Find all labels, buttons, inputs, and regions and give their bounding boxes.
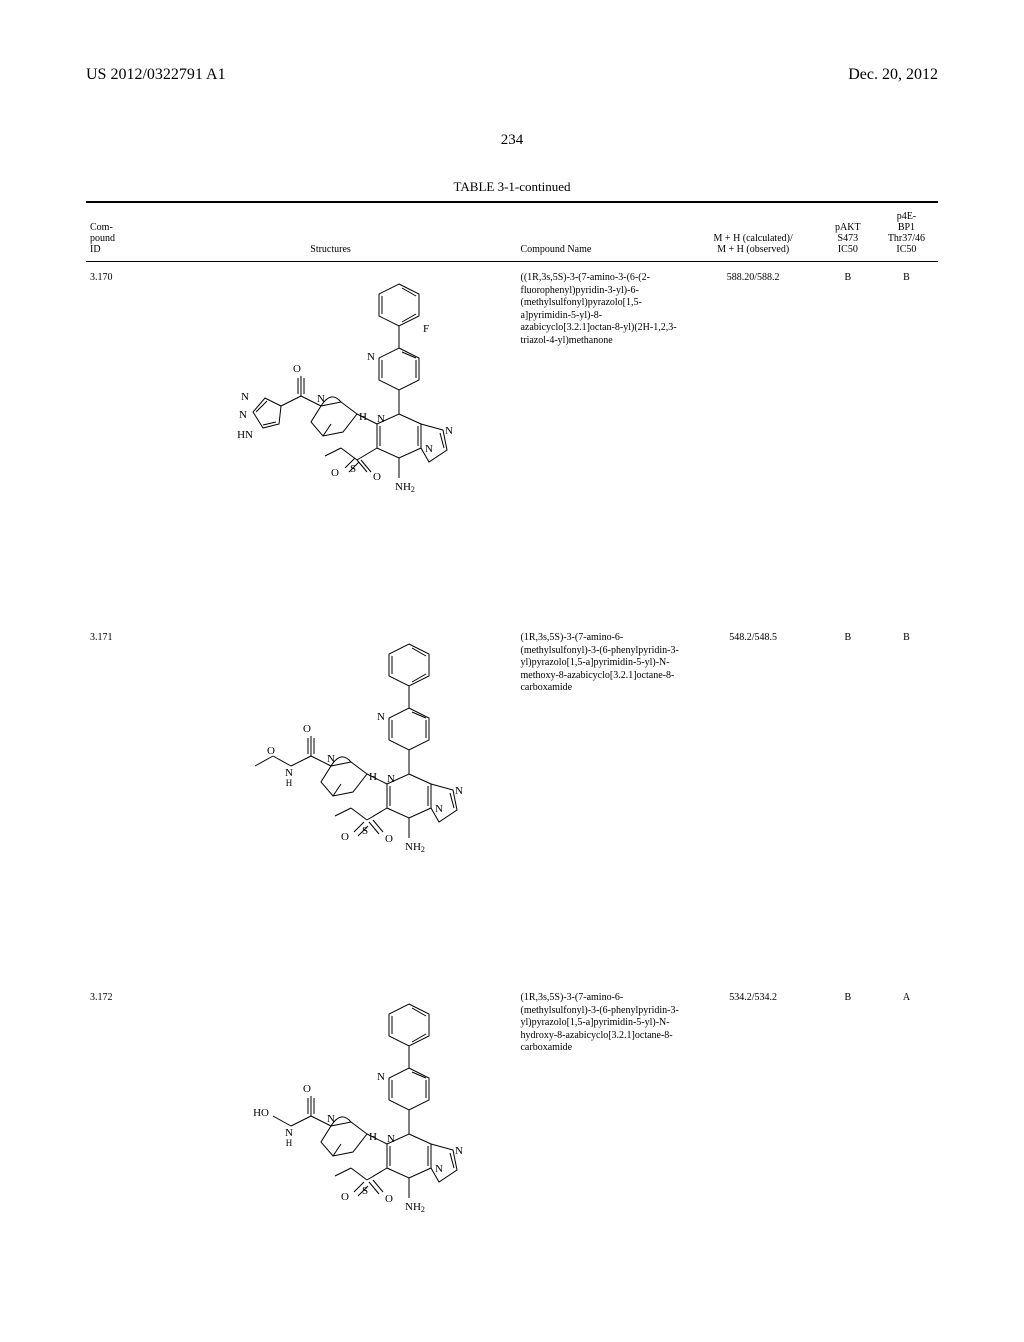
- label-N: N: [239, 409, 247, 421]
- label-H: H: [369, 1131, 377, 1143]
- label-O: O: [341, 1191, 349, 1203]
- table-header-row: Com- pound ID Structures Compound Name M…: [86, 205, 938, 262]
- cell-mh: 548.2/548.5: [686, 622, 821, 982]
- col-header-mh: M + H (calculated)/ M + H (observed): [686, 205, 821, 262]
- cell-akt: B: [821, 622, 875, 982]
- label-O: O: [267, 745, 275, 757]
- cell-compound-name: (1R,3s,5S)-3-(7-amino-6-(methylsulfonyl)…: [516, 622, 685, 982]
- publication-date: Dec. 20, 2012: [848, 66, 938, 84]
- label-N: N: [435, 1163, 443, 1175]
- cell-akt: B: [821, 982, 875, 1342]
- col-header-bp1: p4E- BP1 Thr37/46 IC50: [875, 205, 938, 262]
- label-N: N: [241, 391, 249, 403]
- label-N: N: [317, 393, 325, 405]
- label-O: O: [303, 723, 311, 735]
- col-header-name: Compound Name: [516, 205, 685, 262]
- label-N: N: [455, 785, 463, 797]
- compound-table: Com- pound ID Structures Compound Name M…: [86, 205, 938, 1342]
- label-N: N: [327, 1113, 335, 1125]
- label-N: N: [387, 773, 395, 785]
- label-F: F: [423, 323, 429, 335]
- label-O: O: [385, 1193, 393, 1205]
- label-N: N: [327, 753, 335, 765]
- label-N: N: [387, 1133, 395, 1145]
- label-O: O: [331, 467, 339, 479]
- label-N: N: [377, 1071, 385, 1083]
- label-NH2: NH2: [405, 1201, 425, 1214]
- cell-akt: B: [821, 262, 875, 623]
- cell-bp1: B: [875, 262, 938, 623]
- label-HN: HN: [237, 429, 253, 441]
- label-NH2: NH2: [395, 481, 415, 494]
- label-S: S: [361, 825, 367, 837]
- label-S: S: [349, 463, 355, 475]
- cell-mh: 588.20/588.2: [686, 262, 821, 623]
- col-header-akt: pAKT S473 IC50: [821, 205, 875, 262]
- label-N: N: [435, 803, 443, 815]
- label-H: H: [359, 411, 367, 423]
- cell-compound-name: (1R,3s,5S)-3-(7-amino-6-(methylsulfonyl)…: [516, 982, 685, 1342]
- table-top-rule: [86, 201, 938, 203]
- cell-id: 3.171: [86, 622, 145, 982]
- publication-number: US 2012/0322791 A1: [86, 66, 226, 84]
- cell-bp1: B: [875, 622, 938, 982]
- label-N: N: [445, 425, 453, 437]
- structure-diagram: N O N H O N H N N N S O O: [181, 632, 481, 892]
- label-O: O: [293, 363, 301, 375]
- table-row: 3.170: [86, 262, 938, 623]
- table-row: 3.172: [86, 982, 938, 1342]
- cell-id: 3.172: [86, 982, 145, 1342]
- header-row: US 2012/0322791 A1 Dec. 20, 2012: [86, 66, 938, 84]
- col-header-structures: Structures: [145, 205, 517, 262]
- label-N: N: [455, 1145, 463, 1157]
- label-O: O: [303, 1083, 311, 1095]
- cell-structure: F N O N H N N HN N N N S O: [145, 262, 517, 623]
- label-S: S: [361, 1185, 367, 1197]
- table-title: TABLE 3-1-continued: [86, 179, 938, 195]
- label-H: H: [285, 778, 292, 788]
- label-NH2: NH2: [405, 841, 425, 854]
- page-number: 234: [86, 132, 938, 149]
- label-H: H: [369, 771, 377, 783]
- col-header-id: Com- pound ID: [86, 205, 145, 262]
- cell-id: 3.170: [86, 262, 145, 623]
- cell-compound-name: ((1R,3s,5S)-3-(7-amino-3-(6-(2-fluorophe…: [516, 262, 685, 623]
- label-N: N: [367, 351, 375, 363]
- label-N: N: [377, 413, 385, 425]
- label-HO: HO: [253, 1107, 269, 1119]
- structure-diagram: F N O N H N N HN N N N S O: [181, 272, 481, 532]
- label-N: N: [425, 443, 433, 455]
- label-N: N: [377, 711, 385, 723]
- label-O: O: [341, 831, 349, 843]
- cell-structure: N O N H HO N H N N N S O O: [145, 982, 517, 1342]
- label-O: O: [373, 471, 381, 483]
- cell-bp1: A: [875, 982, 938, 1342]
- cell-mh: 534.2/534.2: [686, 982, 821, 1342]
- cell-structure: N O N H O N H N N N S O O: [145, 622, 517, 982]
- label-O: O: [385, 833, 393, 845]
- label-H: H: [285, 1138, 292, 1148]
- table-row: 3.171: [86, 622, 938, 982]
- structure-diagram: N O N H HO N H N N N S O O: [181, 992, 481, 1252]
